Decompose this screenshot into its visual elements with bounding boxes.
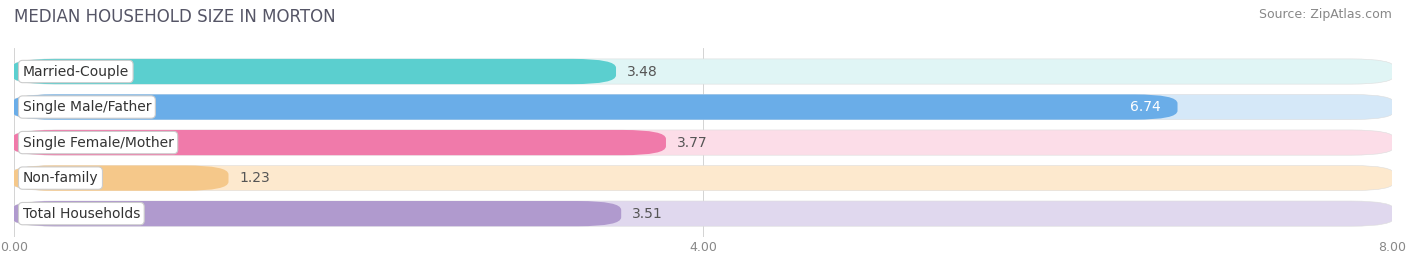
Text: Source: ZipAtlas.com: Source: ZipAtlas.com [1258,8,1392,21]
Text: 3.48: 3.48 [627,65,658,79]
Text: 6.74: 6.74 [1130,100,1161,114]
Text: Single Male/Father: Single Male/Father [22,100,152,114]
Text: Married-Couple: Married-Couple [22,65,129,79]
Text: 3.51: 3.51 [633,207,664,221]
FancyBboxPatch shape [11,94,1177,120]
FancyBboxPatch shape [11,165,1395,191]
Text: Single Female/Mother: Single Female/Mother [22,136,173,150]
FancyBboxPatch shape [11,94,1395,120]
FancyBboxPatch shape [11,201,621,226]
FancyBboxPatch shape [11,201,1395,226]
Text: Non-family: Non-family [22,171,98,185]
Text: MEDIAN HOUSEHOLD SIZE IN MORTON: MEDIAN HOUSEHOLD SIZE IN MORTON [14,8,336,26]
FancyBboxPatch shape [11,165,229,191]
FancyBboxPatch shape [11,130,1395,155]
Text: 3.77: 3.77 [678,136,707,150]
FancyBboxPatch shape [11,59,1395,84]
Text: Total Households: Total Households [22,207,141,221]
Text: 1.23: 1.23 [239,171,270,185]
FancyBboxPatch shape [11,59,616,84]
FancyBboxPatch shape [11,130,666,155]
